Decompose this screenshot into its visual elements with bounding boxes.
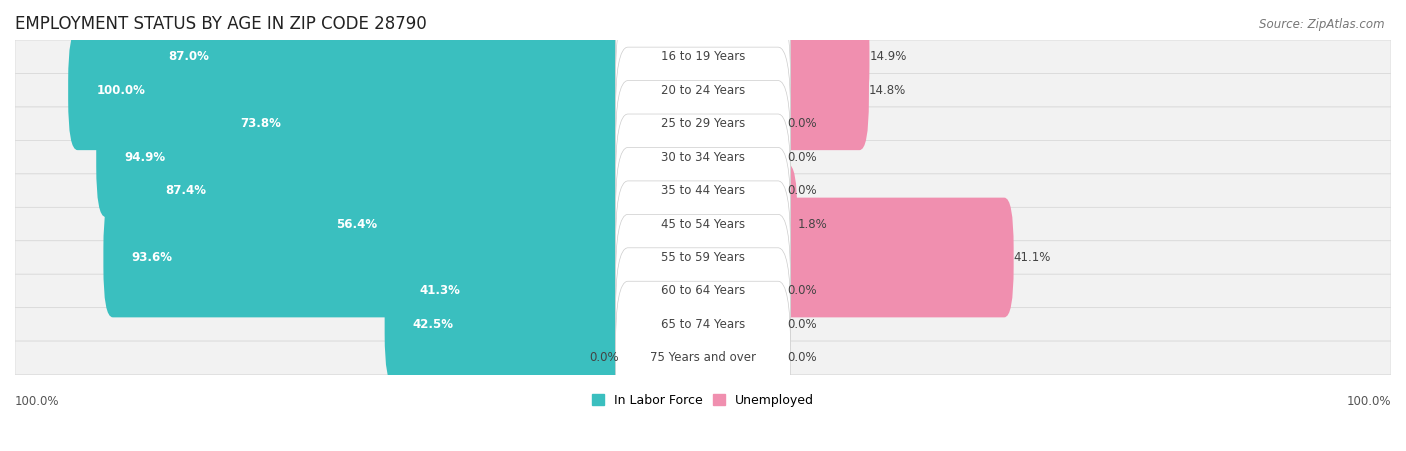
FancyBboxPatch shape	[139, 0, 637, 117]
Text: 0.0%: 0.0%	[787, 285, 817, 298]
Text: 0.0%: 0.0%	[589, 351, 619, 364]
FancyBboxPatch shape	[385, 265, 637, 384]
FancyBboxPatch shape	[769, 164, 797, 284]
FancyBboxPatch shape	[616, 281, 790, 434]
Text: 87.0%: 87.0%	[167, 51, 208, 63]
Text: 14.8%: 14.8%	[869, 84, 905, 97]
Text: 55 to 59 Years: 55 to 59 Years	[661, 251, 745, 264]
Text: 14.9%: 14.9%	[869, 51, 907, 63]
Text: 100.0%: 100.0%	[96, 84, 145, 97]
Text: 56.4%: 56.4%	[336, 217, 377, 230]
FancyBboxPatch shape	[769, 0, 869, 117]
FancyBboxPatch shape	[212, 64, 637, 184]
Text: 45 to 54 Years: 45 to 54 Years	[661, 217, 745, 230]
FancyBboxPatch shape	[15, 107, 1391, 140]
Text: 73.8%: 73.8%	[240, 117, 281, 130]
FancyBboxPatch shape	[769, 30, 869, 150]
Text: 41.1%: 41.1%	[1014, 251, 1052, 264]
FancyBboxPatch shape	[138, 131, 637, 250]
FancyBboxPatch shape	[616, 214, 790, 368]
Text: 42.5%: 42.5%	[413, 318, 454, 331]
FancyBboxPatch shape	[15, 308, 1391, 341]
Text: 16 to 19 Years: 16 to 19 Years	[661, 51, 745, 63]
Text: 20 to 24 Years: 20 to 24 Years	[661, 84, 745, 97]
FancyBboxPatch shape	[616, 81, 790, 234]
Text: 0.0%: 0.0%	[787, 318, 817, 331]
FancyBboxPatch shape	[15, 341, 1391, 374]
FancyBboxPatch shape	[616, 114, 790, 267]
Text: 25 to 29 Years: 25 to 29 Years	[661, 117, 745, 130]
FancyBboxPatch shape	[15, 241, 1391, 274]
Text: 1.8%: 1.8%	[797, 217, 827, 230]
Text: 75 Years and over: 75 Years and over	[650, 351, 756, 364]
Legend: In Labor Force, Unemployed: In Labor Force, Unemployed	[586, 389, 820, 412]
Text: 41.3%: 41.3%	[419, 285, 460, 298]
Text: 0.0%: 0.0%	[787, 351, 817, 364]
Text: 87.4%: 87.4%	[166, 184, 207, 197]
FancyBboxPatch shape	[15, 174, 1391, 207]
FancyBboxPatch shape	[616, 47, 790, 200]
Text: 100.0%: 100.0%	[1347, 395, 1391, 408]
Text: 0.0%: 0.0%	[787, 117, 817, 130]
Text: Source: ZipAtlas.com: Source: ZipAtlas.com	[1260, 18, 1385, 31]
Text: 94.9%: 94.9%	[124, 151, 166, 164]
FancyBboxPatch shape	[616, 14, 790, 167]
Text: 35 to 44 Years: 35 to 44 Years	[661, 184, 745, 197]
FancyBboxPatch shape	[15, 74, 1391, 107]
FancyBboxPatch shape	[616, 181, 790, 334]
Text: 93.6%: 93.6%	[132, 251, 173, 264]
Text: 0.0%: 0.0%	[787, 151, 817, 164]
Text: EMPLOYMENT STATUS BY AGE IN ZIP CODE 28790: EMPLOYMENT STATUS BY AGE IN ZIP CODE 287…	[15, 15, 427, 33]
FancyBboxPatch shape	[67, 30, 637, 150]
FancyBboxPatch shape	[15, 140, 1391, 174]
Text: 30 to 34 Years: 30 to 34 Years	[661, 151, 745, 164]
FancyBboxPatch shape	[769, 198, 1014, 318]
Text: 100.0%: 100.0%	[15, 395, 59, 408]
FancyBboxPatch shape	[616, 248, 790, 401]
FancyBboxPatch shape	[616, 147, 790, 301]
FancyBboxPatch shape	[616, 0, 790, 133]
Text: 65 to 74 Years: 65 to 74 Years	[661, 318, 745, 331]
FancyBboxPatch shape	[15, 207, 1391, 241]
FancyBboxPatch shape	[15, 274, 1391, 308]
FancyBboxPatch shape	[96, 97, 637, 217]
Text: 60 to 64 Years: 60 to 64 Years	[661, 285, 745, 298]
FancyBboxPatch shape	[391, 231, 637, 351]
Text: 0.0%: 0.0%	[787, 184, 817, 197]
FancyBboxPatch shape	[15, 40, 1391, 74]
FancyBboxPatch shape	[308, 164, 637, 284]
FancyBboxPatch shape	[104, 198, 637, 318]
